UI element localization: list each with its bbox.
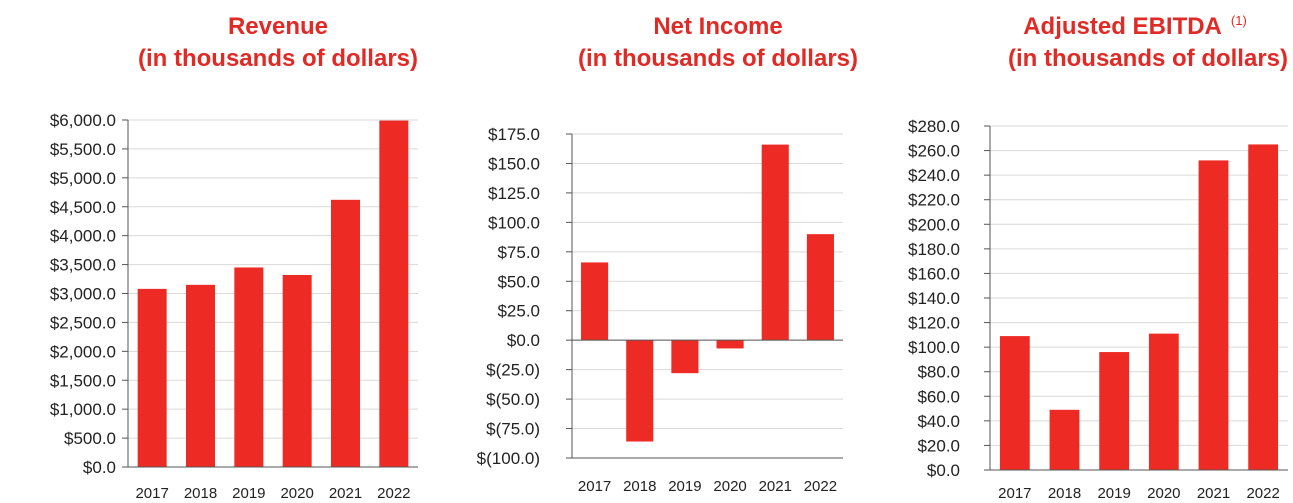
revenue-y-tick-label: $1,000.0 — [50, 400, 116, 419]
net-income-bar-2020 — [716, 340, 744, 349]
net-income-y-tick-label: $(100.0) — [477, 449, 540, 468]
revenue-chart-title: Revenue — [228, 13, 328, 40]
adjusted-ebitda-y-tick-label: $160.0 — [908, 264, 960, 283]
net-income-y-tick-label: $150.0 — [488, 154, 540, 173]
revenue-y-tick-label: $1,500.0 — [50, 371, 116, 390]
revenue-x-tick-label: 2021 — [329, 485, 362, 502]
net-income-x-tick-label: 2020 — [713, 478, 746, 495]
net-income-y-tick-label: $175.0 — [488, 125, 540, 144]
revenue-y-tick-label: $0.0 — [83, 458, 116, 477]
revenue-y-tick-label: $3,500.0 — [50, 256, 116, 275]
adjusted-ebitda-y-tick-label: $140.0 — [908, 289, 960, 308]
revenue-bar-2019 — [234, 267, 264, 467]
net-income-y-tick-label: $75.0 — [497, 243, 540, 262]
adjusted-ebitda-bar-2018 — [1049, 409, 1080, 470]
adjusted-ebitda-x-tick-label: 2018 — [1048, 485, 1081, 502]
revenue-x-tick-label: 2017 — [135, 485, 168, 502]
revenue-x-tick-label: 2018 — [184, 485, 217, 502]
revenue-bar-2022 — [379, 120, 409, 467]
net-income-y-tick-label: $(50.0) — [486, 390, 540, 409]
adjusted-ebitda-y-tick-label: $40.0 — [917, 412, 960, 431]
revenue-y-tick-label: $500.0 — [64, 429, 116, 448]
net-income-y-tick-label: $(75.0) — [486, 420, 540, 439]
revenue-x-tick-label: 2022 — [377, 485, 410, 502]
net-income-bar-2021 — [761, 144, 789, 341]
net-income-y-tick-label: $125.0 — [488, 184, 540, 203]
adjusted-ebitda-y-tick-label: $260.0 — [908, 142, 960, 161]
revenue-bar-2017 — [137, 288, 167, 467]
adjusted-ebitda-y-tick-label: $200.0 — [908, 215, 960, 234]
revenue-bar-2021 — [331, 199, 360, 467]
revenue-x-tick-label: 2020 — [280, 485, 313, 502]
adjusted-ebitda-bar-2021 — [1198, 160, 1229, 470]
revenue-y-tick-label: $5,500.0 — [50, 140, 116, 159]
revenue-bar-2020 — [282, 274, 312, 467]
net-income-chart-title: Net Income — [653, 13, 782, 40]
adjusted-ebitda-x-tick-label: 2022 — [1246, 485, 1279, 502]
net-income-y-tick-label: $100.0 — [488, 213, 540, 232]
adjusted-ebitda-y-tick-label: $220.0 — [908, 191, 960, 210]
revenue-y-tick-label: $5,000.0 — [50, 169, 116, 188]
revenue-y-tick-label: $4,000.0 — [50, 227, 116, 246]
revenue-chart-subtitle: (in thousands of dollars) — [138, 45, 418, 72]
revenue-y-tick-label: $2,500.0 — [50, 313, 116, 332]
revenue-chart: Revenue (in thousands of dollars) $0.0 $5… — [50, 13, 418, 502]
net-income-y-tick-label: $50.0 — [497, 272, 540, 291]
adjusted-ebitda-x-tick-label: 2019 — [1097, 485, 1130, 502]
adjusted-ebitda-chart-title-line: Adjusted EBITDA (1) — [1023, 13, 1247, 40]
adjusted-ebitda-y-tick-label: $60.0 — [917, 387, 960, 406]
adjusted-ebitda-x-tick-label: 2017 — [998, 485, 1031, 502]
net-income-y-tick-label: $(25.0) — [486, 361, 540, 380]
net-income-bar-2017 — [581, 262, 609, 341]
net-income-x-tick-label: 2022 — [804, 478, 837, 495]
net-income-x-tick-label: 2017 — [578, 478, 611, 495]
adjusted-ebitda-y-tick-label: $120.0 — [908, 314, 960, 333]
net-income-x-tick-label: 2021 — [759, 478, 792, 495]
adjusted-ebitda-bar-2019 — [1099, 352, 1130, 470]
net-income-x-tick-label: 2019 — [668, 478, 701, 495]
adjusted-ebitda-chart-title: Adjusted EBITDA — [1023, 13, 1222, 40]
net-income-y-tick-label: $25.0 — [497, 302, 540, 321]
revenue-y-tick-label: $2,000.0 — [50, 342, 116, 361]
adjusted-ebitda-y-tick-label: $20.0 — [917, 436, 960, 455]
adjusted-ebitda-bar-2022 — [1248, 144, 1279, 470]
net-income-x-tick-label: 2018 — [623, 478, 656, 495]
net-income-y-tick-label: $0.0 — [507, 331, 540, 350]
adjusted-ebitda-x-tick-label: 2020 — [1147, 485, 1180, 502]
revenue-y-tick-label: $3,000.0 — [50, 285, 116, 304]
revenue-y-tick-label: $4,500.0 — [50, 198, 116, 217]
net-income-bar-2019 — [671, 340, 699, 374]
adjusted-ebitda-y-tick-label: $280.0 — [908, 117, 960, 136]
net-income-bar-2022 — [806, 234, 834, 341]
adjusted-ebitda-y-tick-label: $0.0 — [927, 461, 960, 480]
revenue-bar-2018 — [186, 284, 215, 467]
adjusted-ebitda-y-tick-label: $180.0 — [908, 240, 960, 259]
adjusted-ebitda-y-tick-label: $80.0 — [917, 363, 960, 382]
adjusted-ebitda-title-footnote: (1) — [1231, 13, 1247, 28]
adjusted-ebitda-y-tick-label: $240.0 — [908, 166, 960, 185]
adjusted-ebitda-x-tick-label: 2021 — [1197, 485, 1230, 502]
adjusted-ebitda-y-tick-label: $100.0 — [908, 338, 960, 357]
revenue-y-tick-label: $6,000.0 — [50, 111, 116, 130]
net-income-bar-2018 — [626, 340, 654, 442]
net-income-chart-subtitle: (in thousands of dollars) — [578, 45, 858, 72]
revenue-x-tick-label: 2019 — [232, 485, 265, 502]
net-income-chart: Net Income (in thousands of dollars) $(1… — [477, 13, 858, 495]
adjusted-ebitda-chart: Adjusted EBITDA (1) (in thousands of dol… — [908, 13, 1288, 502]
adjusted-ebitda-chart-subtitle: (in thousands of dollars) — [1008, 45, 1288, 72]
adjusted-ebitda-bar-2020 — [1148, 333, 1179, 470]
adjusted-ebitda-bar-2017 — [999, 336, 1030, 470]
